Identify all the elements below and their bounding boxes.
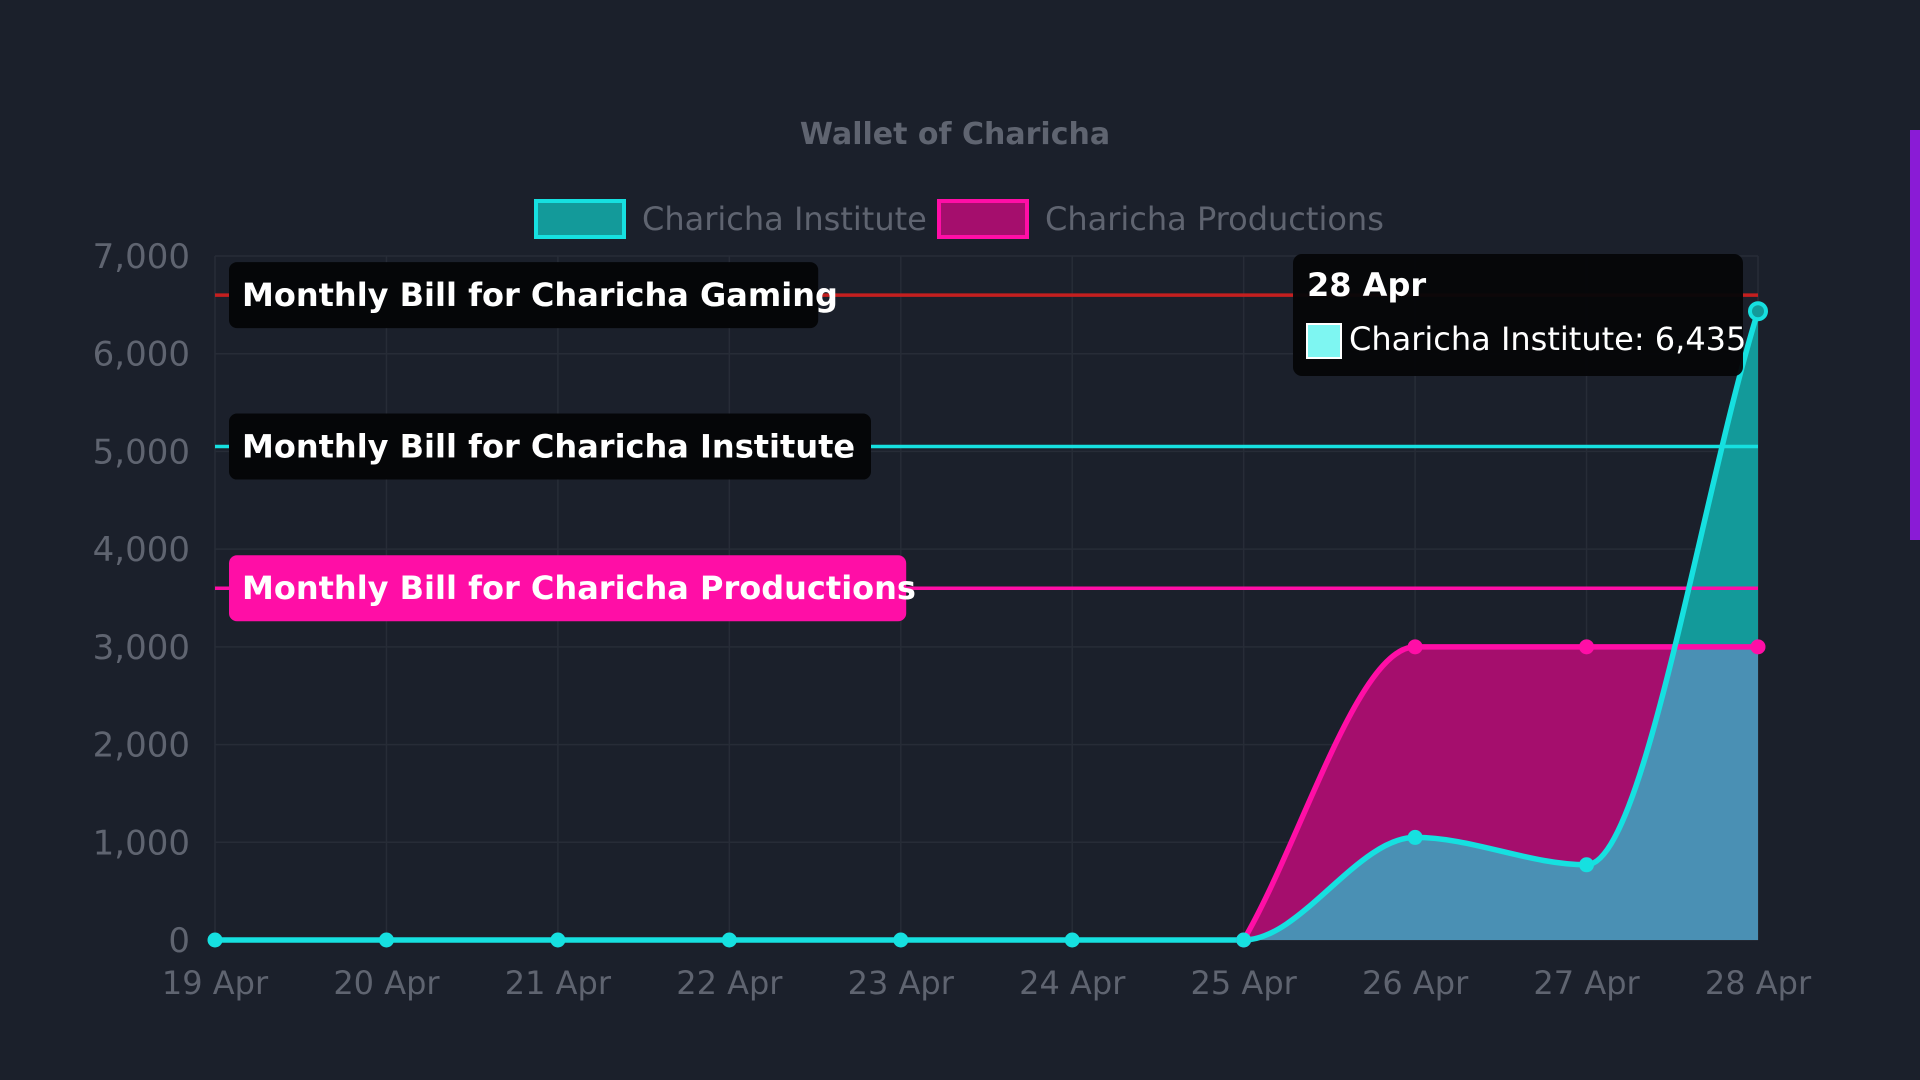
y-tick-label: 5,000 [93,432,190,472]
reference-lines: Monthly Bill for Charicha Gaming Monthly … [215,262,1758,622]
data-point [1407,639,1423,655]
y-tick-label: 2,000 [93,726,190,766]
data-point [378,932,394,948]
reference-label: Monthly Bill for Charicha Productions [242,569,916,607]
tooltip-text: Charicha Institute: 6,435 [1349,320,1746,358]
series-line-1 [1241,644,1758,942]
data-point [893,932,909,948]
data-point-active [1748,301,1768,322]
axes: 0 1,000 2,000 3,000 4,000 5,000 6,000 7,000 19 A… [93,237,1812,1002]
legend-label: Charicha Institute [642,200,927,238]
y-tick-label: 1,000 [93,823,190,863]
x-tick-label: 19 Apr [162,964,269,1002]
legend-swatch [534,199,626,239]
tooltip: 28 Apr Charicha Institute: 6,435 [1293,254,1746,376]
data-point [1407,829,1423,845]
data-point [721,932,737,948]
reference-label-box [229,555,907,622]
data-point [1579,639,1595,655]
x-tick-label: 24 Apr [1019,964,1126,1002]
series-points [207,301,1768,948]
tooltip-title: 28 Apr [1307,266,1426,304]
reference-label: Monthly Bill for Charicha Institute [242,428,855,466]
series-area-overlap [1243,646,1758,940]
data-point [1579,857,1595,873]
y-tick-label: 3,000 [93,628,190,668]
series-areas [215,311,1758,940]
y-tick-label: 0 [168,921,190,961]
x-tick-label: 28 Apr [1705,964,1812,1002]
reference-label: Monthly Bill for Charicha Gaming [242,276,838,314]
series-area-overlap-fill [1243,646,1758,940]
x-tick-label: 26 Apr [1362,964,1469,1002]
x-tick-label: 27 Apr [1533,964,1640,1002]
data-point [1236,932,1252,948]
x-tick-label: 25 Apr [1191,964,1298,1002]
data-point [1750,639,1766,655]
x-tick-label: 23 Apr [848,964,955,1002]
data-point [1064,932,1080,948]
legend-swatch [937,199,1029,239]
scrollbar-accent[interactable] [1910,130,1920,540]
y-tick-label: 6,000 [93,335,190,375]
data-point [550,932,566,948]
legend: Charicha Institute Charicha Productions [534,199,1384,239]
legend-label: Charicha Productions [1045,200,1384,238]
x-tick-label: 20 Apr [333,964,440,1002]
x-tick-label: 21 Apr [505,964,612,1002]
tooltip-box [1293,254,1743,376]
x-tick-label: 22 Apr [676,964,783,1002]
tooltip-swatch [1306,323,1342,359]
y-tick-label: 7,000 [93,237,190,277]
chart-title: Wallet of Charicha [800,117,1110,152]
reference-label-box [229,262,819,329]
reference-label-box [229,413,871,480]
y-tick-label: 4,000 [93,530,190,570]
data-point [207,932,223,948]
